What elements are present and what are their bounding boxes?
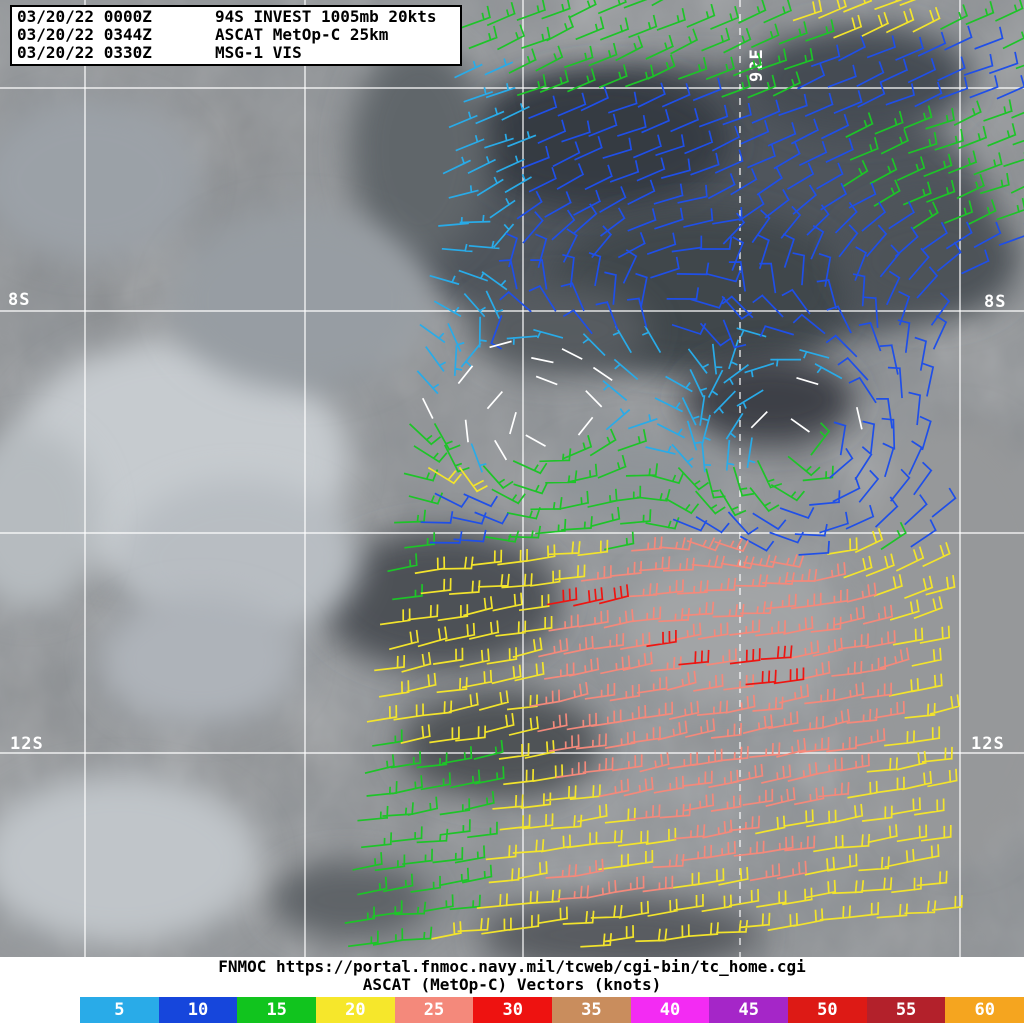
colorbar-segment-40: 40 — [630, 997, 710, 1023]
colorbar-label: 40 — [659, 1000, 681, 1020]
colorbar-segment-60: 60 — [945, 997, 1024, 1023]
header-line-3: 03/20/22 0330Z MSG-1 VIS — [17, 44, 455, 62]
colorbar-label: 55 — [895, 1000, 917, 1020]
colorbar-label: 10 — [187, 1000, 209, 1020]
colorbar-label: 50 — [817, 1000, 838, 1020]
header-info-box: 03/20/22 0000Z 94S INVEST 1005mb 20kts 0… — [10, 5, 462, 66]
wind-barbs-29abe8 — [416, 58, 843, 473]
wind-barbs-f4897b — [529, 536, 910, 901]
colorbar-label: 60 — [974, 1000, 995, 1020]
obs-desc-3: MSG-1 VIS — [215, 43, 302, 62]
footer: FNMOC https://portal.fnmoc.navy.mil/tcwe… — [0, 957, 1024, 1024]
wind-speed-colorbar: 5 10 15 20 25 30 35 40 45 50 55 60 — [80, 997, 1024, 1023]
wind-barbs-ee1511 — [546, 584, 805, 686]
satellite-map-canvas: 8S 12S 8S 12S 92E — [0, 0, 1024, 957]
lat-label: 12S — [10, 734, 44, 754]
colorbar-segment-15: 15 — [237, 997, 317, 1023]
wind-barbs-1dc428 — [344, 0, 1024, 948]
colorbar-segment-55: 55 — [866, 997, 946, 1023]
header-line-2: 03/20/22 0344Z ASCAT MetOp-C 25km — [17, 26, 455, 44]
obs-desc-1: 94S INVEST 1005mb 20kts — [215, 7, 437, 26]
lat-label: 8S — [8, 290, 30, 310]
obs-time-1: 03/20/22 0000Z — [17, 7, 152, 26]
satellite-map: 8S 12S 8S 12S 92E — [0, 0, 1024, 957]
wind-barbs-ffffff — [421, 340, 863, 461]
latlon-labels: 8S 12S 8S 12S 92E — [8, 48, 1006, 754]
colorbar-segment-45: 45 — [709, 997, 789, 1023]
obs-time-2: 03/20/22 0344Z — [17, 25, 152, 44]
colorbar-label: 35 — [581, 1000, 602, 1020]
colorbar-label: 45 — [738, 1000, 759, 1020]
obs-desc-2: ASCAT MetOp-C 25km — [215, 25, 389, 44]
wind-barbs-layer — [344, 0, 1024, 948]
colorbar-segment-25: 25 — [394, 997, 474, 1023]
colorbar-segment-35: 35 — [552, 997, 631, 1023]
colorbar-label: 15 — [266, 1000, 287, 1020]
colorbar-segment-5: 5 — [80, 997, 159, 1023]
colorbar-segment-20: 20 — [316, 997, 395, 1023]
colorbar-label: 25 — [423, 1000, 445, 1020]
obs-time-3: 03/20/22 0330Z — [17, 43, 152, 62]
colorbar-segment-50: 50 — [788, 997, 867, 1023]
colorbar-label: 20 — [345, 1000, 366, 1020]
header-line-1: 03/20/22 0000Z 94S INVEST 1005mb 20kts — [17, 8, 455, 26]
lat-label: 12S — [971, 734, 1005, 754]
lat-label: 8S — [984, 292, 1006, 312]
footer-url-line: FNMOC https://portal.fnmoc.navy.mil/tcwe… — [218, 957, 806, 976]
lon-label: 92E — [747, 48, 767, 82]
colorbar-label: 30 — [502, 1000, 523, 1020]
colorbar-segment-30: 30 — [473, 997, 553, 1023]
footer-product-line: ASCAT (MetOp-C) Vectors (knots) — [362, 975, 662, 994]
wind-barbs-f3e42c — [366, 0, 963, 948]
colorbar-label: 5 — [114, 1000, 125, 1020]
wind-barbs-1f4fe8 — [420, 25, 1024, 556]
colorbar-segment-10: 10 — [158, 997, 238, 1023]
